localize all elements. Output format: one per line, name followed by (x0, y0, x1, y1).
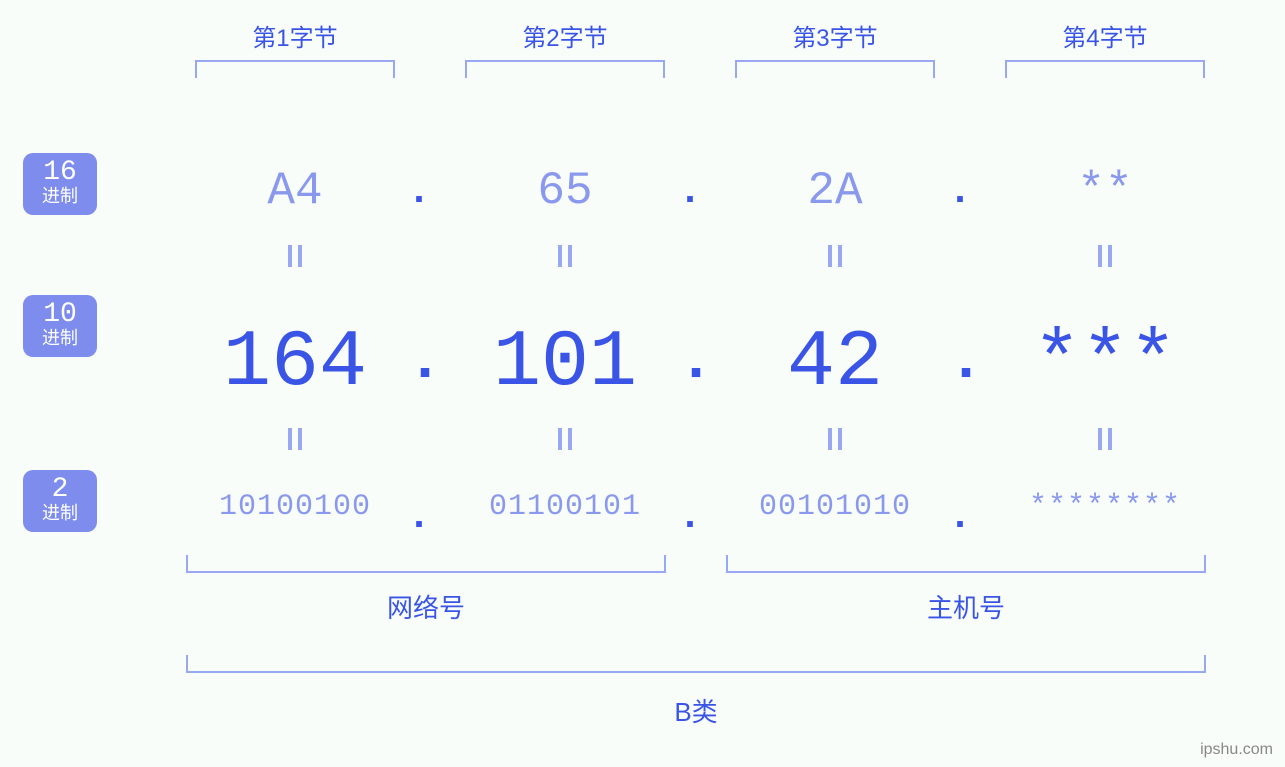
byte-bracket-1 (195, 60, 395, 78)
base-badge-bin-num: 2 (23, 476, 97, 504)
hex-dec-eq-2 (556, 245, 574, 267)
dec-bin-eq-2 (556, 428, 574, 450)
dec-byte-3: 42 (720, 318, 950, 409)
hex-dot-3: . (948, 170, 972, 215)
byte-bracket-3 (735, 60, 935, 78)
hex-byte-4: ** (990, 165, 1220, 217)
base-badge-dec: 10 进制 (23, 295, 97, 357)
hex-byte-1: A4 (180, 165, 410, 217)
hex-dec-eq-1 (286, 245, 304, 267)
byte-bracket-2 (465, 60, 665, 78)
byte-label-3: 第3字节 (720, 18, 950, 53)
dec-byte-2: 101 (450, 318, 680, 409)
hex-dec-eq-3 (826, 245, 844, 267)
base-badge-hex-label: 进制 (23, 189, 97, 207)
dec-bin-eq-4 (1096, 428, 1114, 450)
watermark: ipshu.com (1200, 741, 1273, 759)
base-badge-dec-label: 进制 (23, 331, 97, 349)
dec-byte-1: 164 (180, 318, 410, 409)
base-badge-dec-num: 10 (23, 301, 97, 329)
bin-byte-2: 01100101 (450, 490, 680, 524)
network-bracket (186, 555, 666, 573)
bin-dot-1: . (407, 495, 431, 540)
base-badge-hex-num: 16 (23, 159, 97, 187)
hex-dot-1: . (407, 170, 431, 215)
class-bracket (186, 655, 1206, 673)
hex-byte-3: 2A (720, 165, 950, 217)
bin-byte-4: ******** (990, 490, 1220, 524)
hex-dec-eq-4 (1096, 245, 1114, 267)
class-label: B类 (186, 692, 1206, 729)
byte-label-4: 第4字节 (990, 18, 1220, 53)
network-label: 网络号 (186, 588, 666, 625)
bin-byte-3: 00101010 (720, 490, 950, 524)
host-label: 主机号 (726, 588, 1206, 625)
byte-label-1: 第1字节 (180, 18, 410, 53)
dec-bin-eq-1 (286, 428, 304, 450)
dec-dot-2: . (678, 328, 714, 396)
bin-byte-1: 10100100 (180, 490, 410, 524)
hex-byte-2: 65 (450, 165, 680, 217)
byte-label-2: 第2字节 (450, 18, 680, 53)
dec-bin-eq-3 (826, 428, 844, 450)
dec-dot-3: . (948, 328, 984, 396)
dec-dot-1: . (407, 328, 443, 396)
dec-byte-4: *** (990, 318, 1220, 409)
hex-dot-2: . (678, 170, 702, 215)
byte-bracket-4 (1005, 60, 1205, 78)
bin-dot-3: . (948, 495, 972, 540)
bin-dot-2: . (678, 495, 702, 540)
host-bracket (726, 555, 1206, 573)
base-badge-hex: 16 进制 (23, 153, 97, 215)
base-badge-bin: 2 进制 (23, 470, 97, 532)
base-badge-bin-label: 进制 (23, 506, 97, 524)
